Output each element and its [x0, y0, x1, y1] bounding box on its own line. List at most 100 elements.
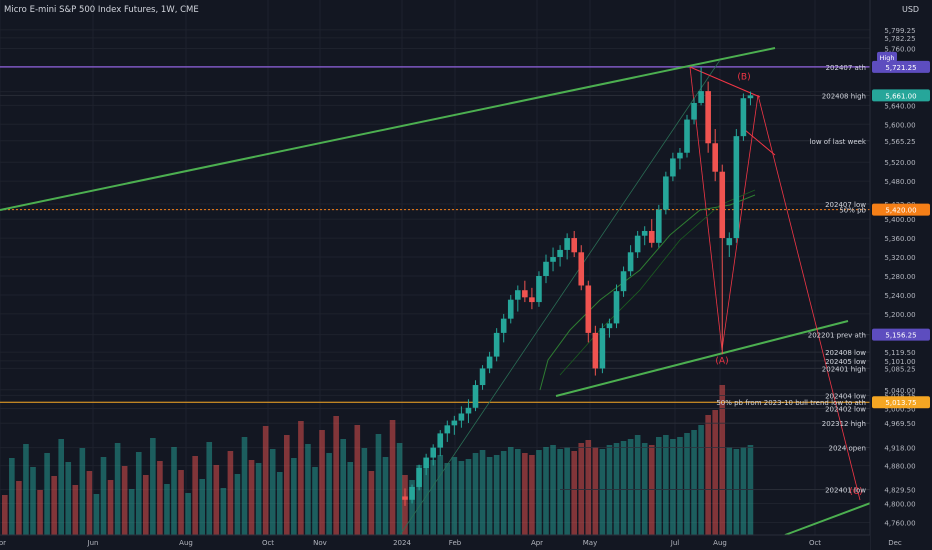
chart-title: Micro E-mini S&P 500 Index Futures, 1W, … [4, 5, 199, 15]
volume-bar [248, 460, 255, 535]
volume-bar [409, 480, 415, 535]
volume-bar [670, 439, 676, 535]
volume-bar [493, 455, 500, 535]
projection-line [689, 66, 761, 98]
price-tick-label: 5,520.00 [884, 159, 915, 167]
candle-body [641, 230, 648, 236]
price-tick-label: 4,800.00 [884, 501, 915, 509]
volume-bar [37, 490, 43, 535]
volume-bar [451, 457, 458, 535]
price-tick-label: 5,360.00 [884, 235, 915, 243]
volume-bar [199, 479, 205, 535]
price-tick-label: 5,085.25 [884, 365, 915, 373]
time-tick-label: Aug [179, 539, 193, 547]
level-label: 2024 open [828, 445, 866, 453]
price-tick-label: 4,760.00 [884, 520, 915, 528]
candles [402, 66, 754, 506]
level-label: 202408 high [822, 92, 866, 100]
time-tick-label: Apr [0, 539, 6, 547]
candle-body [564, 238, 570, 250]
candle-body [550, 257, 556, 262]
price-tick-label: 5,760.00 [884, 45, 915, 53]
volume-bar [389, 420, 396, 535]
volume-bar [599, 449, 606, 535]
time-tick-label: 2024 [393, 539, 411, 547]
volume-bar [430, 460, 436, 535]
price-tick-label: 5,040.00 [884, 387, 915, 395]
price-tick-label: 4,880.00 [884, 463, 915, 471]
volume-bar [185, 493, 191, 535]
volume-bar [234, 474, 241, 535]
level-label: 202405 low [825, 358, 866, 366]
candle-body [493, 332, 500, 357]
volume-bar [276, 472, 283, 535]
volume-bar [206, 442, 213, 535]
volume-bar [522, 453, 528, 535]
time-tick-label: Oct [809, 539, 821, 547]
volume-bar [684, 433, 690, 535]
volume-bar [641, 443, 648, 535]
volume-bar [726, 447, 733, 535]
projection-line [721, 94, 759, 351]
level-label: 202312 high [822, 420, 866, 428]
candle-body [648, 230, 655, 243]
volume-bar [100, 457, 107, 535]
volume-bar [536, 450, 542, 535]
volume-bar [128, 489, 135, 535]
candle-body [705, 91, 711, 144]
price-tick-label: 5,280.00 [884, 273, 915, 281]
volume-bar [705, 415, 711, 535]
candle-body [500, 318, 507, 333]
price-tick-label: 5,640.00 [884, 102, 915, 110]
price-tick-label: 5,000.50 [884, 406, 915, 414]
time-axis[interactable] [0, 535, 870, 550]
price-badge [872, 203, 930, 216]
candle-body [719, 171, 726, 239]
volume-bar [2, 495, 8, 535]
volume-bar [340, 439, 346, 535]
volume-bar [347, 462, 354, 535]
volume-bar [291, 458, 297, 535]
projection-line [744, 129, 776, 156]
candle-body [522, 290, 528, 298]
price-badge [872, 328, 930, 341]
volume-bar [284, 435, 290, 535]
volume-bar [51, 476, 57, 535]
candle-body [740, 98, 747, 137]
time-tick-label: Feb [449, 539, 462, 547]
price-tick-label: 5,101.00 [884, 358, 915, 366]
candle-body [677, 152, 683, 159]
price-badge-text: 5,013.75 [885, 399, 916, 407]
price-axis-ticks: 5,799.255,782.255,760.005,721.255,669.00… [884, 27, 915, 528]
candle-body [684, 119, 690, 153]
volume-bar [472, 453, 479, 535]
volume-bar [529, 455, 535, 535]
level-labels: 202407 ath 202408 high low of last week 202… [716, 64, 867, 495]
volume-bar [375, 434, 382, 535]
wave-label: (B) [737, 72, 750, 82]
price-tick-label: 5,799.25 [884, 27, 915, 35]
volume-bar [656, 437, 662, 535]
candle-body [712, 143, 718, 172]
candle-body [536, 276, 542, 303]
candle-body [578, 252, 585, 286]
price-tick-label: 5,782.25 [884, 35, 915, 43]
high-badge [877, 51, 897, 62]
volume-bar [23, 444, 29, 535]
candle-body [515, 290, 521, 300]
price-badge [872, 89, 930, 102]
candle-body [444, 425, 451, 434]
price-tick-label: 5,480.00 [884, 178, 915, 186]
volume-bar [557, 449, 563, 535]
level-label: 202402 low [825, 406, 866, 414]
volume-bar [620, 441, 627, 535]
level-label: 202408 low [825, 349, 866, 357]
candle-body [634, 235, 641, 253]
time-tick-label: Jul [670, 539, 680, 547]
projection-line [757, 94, 861, 501]
candle-body [747, 95, 754, 99]
price-badge [872, 60, 930, 73]
volume-bar [333, 416, 339, 535]
volume-bar [72, 485, 79, 535]
